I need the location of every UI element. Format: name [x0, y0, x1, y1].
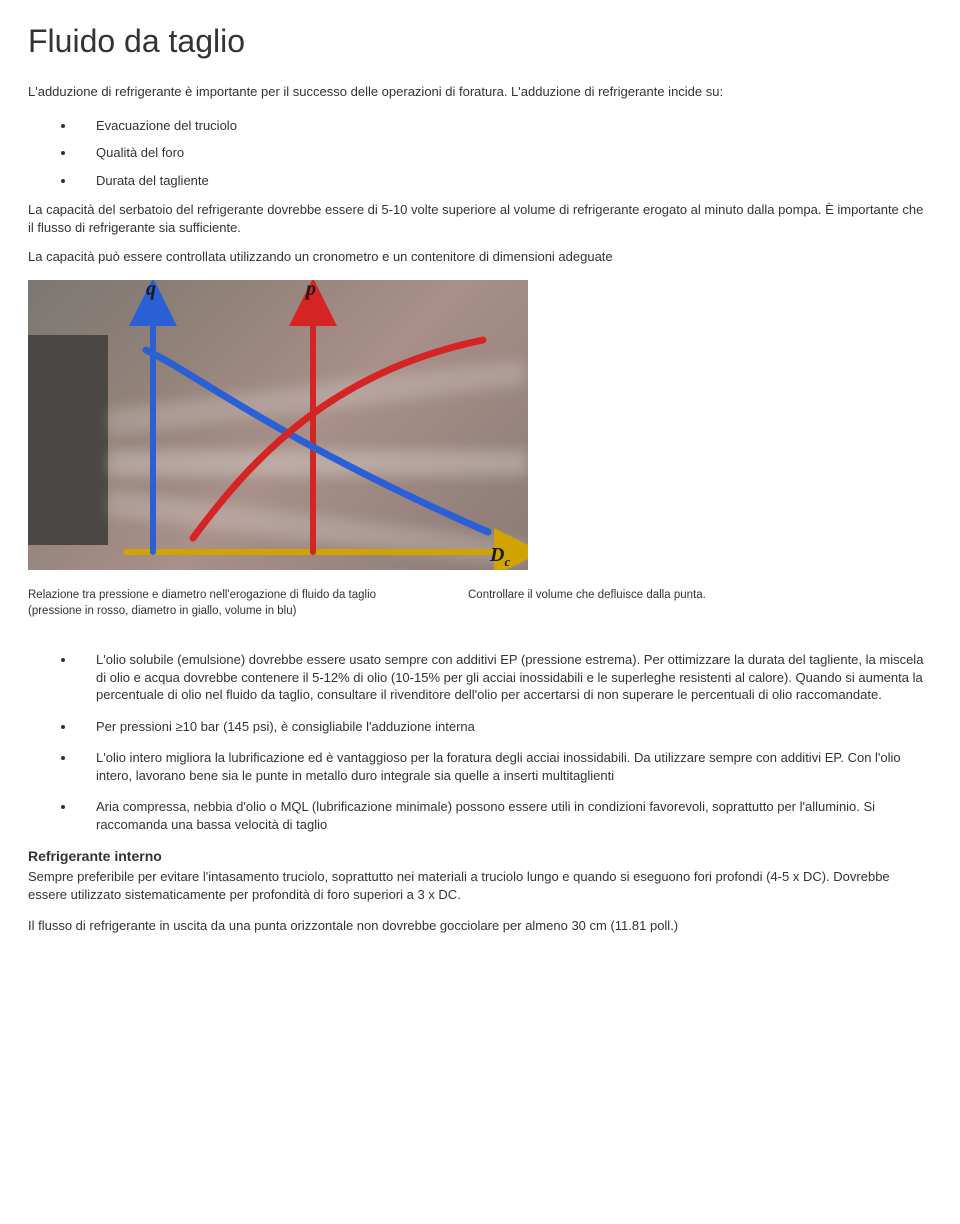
chart-caption-left: Relazione tra pressione e diametro nell'… [28, 588, 428, 619]
dc-label: Dc [490, 542, 510, 570]
list-item: Aria compressa, nebbia d'olio o MQL (lub… [76, 798, 932, 833]
page-title: Fluido da taglio [28, 20, 932, 63]
list-item: Durata del tagliente [76, 172, 932, 190]
intro-paragraph: L'adduzione di refrigerante è importante… [28, 83, 932, 101]
q-label: q [146, 280, 156, 303]
factors-list: Evacuazione del truciolo Qualità del for… [28, 117, 932, 190]
chart-svg [28, 280, 528, 570]
section-heading-internal-coolant: Refrigerante interno [28, 847, 932, 866]
list-item: L'olio solubile (emulsione) dovrebbe ess… [76, 651, 932, 704]
chart-caption-right: Controllare il volume che defluisce dall… [468, 588, 728, 619]
list-item: L'olio intero migliora la lubrificazione… [76, 749, 932, 784]
capacity-paragraph-2: La capacità può essere controllata utili… [28, 248, 932, 266]
list-item: Evacuazione del truciolo [76, 117, 932, 135]
flow-note-paragraph: Il flusso di refrigerante in uscita da u… [28, 917, 932, 935]
internal-coolant-paragraph: Sempre preferibile per evitare l'intasam… [28, 868, 932, 903]
recommendations-list: L'olio solubile (emulsione) dovrebbe ess… [28, 651, 932, 833]
blue-curve [146, 350, 488, 532]
list-item: Qualità del foro [76, 144, 932, 162]
coolant-chart: q p Dc [28, 280, 528, 570]
list-item: Per pressioni ≥10 bar (145 psi), è consi… [76, 718, 932, 736]
capacity-paragraph: La capacità del serbatoio del refrigeran… [28, 201, 932, 236]
captions-row: Relazione tra pressione e diametro nell'… [28, 588, 932, 619]
p-label: p [306, 280, 316, 303]
